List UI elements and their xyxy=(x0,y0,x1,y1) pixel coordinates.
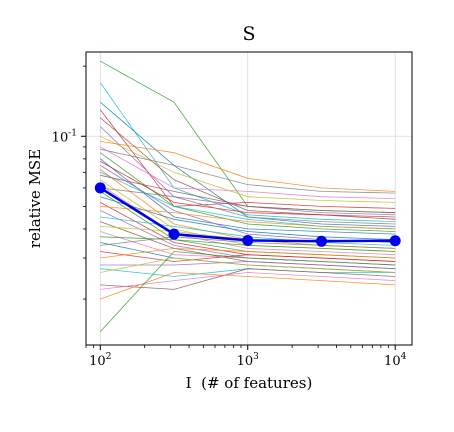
background-series-line xyxy=(100,161,396,220)
background-series-line xyxy=(100,196,396,240)
x-axis-label: I (# of features) xyxy=(186,374,313,392)
y-tick-label: 10-1 xyxy=(52,128,77,145)
background-series-line xyxy=(100,174,396,213)
background-series-line xyxy=(100,141,396,192)
grid-layer xyxy=(86,52,412,345)
background-series-line xyxy=(100,272,396,300)
mean-series-point xyxy=(242,234,254,246)
plot-frame xyxy=(85,51,413,346)
background-series-line xyxy=(100,206,396,230)
background-series-line xyxy=(100,257,396,273)
background-series-line xyxy=(100,117,396,218)
background-series-line xyxy=(100,187,396,225)
x-tick-label: 104 xyxy=(384,352,407,369)
x-tick-label: 102 xyxy=(89,352,111,369)
mean-series-point xyxy=(168,228,180,240)
background-series-line xyxy=(100,148,396,194)
background-series-line xyxy=(100,261,396,270)
background-series-line xyxy=(100,268,396,290)
background-series-line xyxy=(100,251,396,262)
x-tick-label: 103 xyxy=(237,352,260,369)
mean-series-layer xyxy=(94,182,401,247)
background-series-layer xyxy=(99,60,396,332)
mean-series-point xyxy=(389,235,401,247)
mean-series-point xyxy=(94,182,106,194)
background-series-line xyxy=(100,272,396,290)
chart-title: S xyxy=(242,23,255,45)
mean-series-point xyxy=(315,235,327,247)
background-series-line xyxy=(100,247,396,259)
tick-layer: 102 103 104 10-1 xyxy=(52,65,407,369)
y-axis-label: relative MSE xyxy=(26,149,44,248)
background-series-line xyxy=(100,158,396,235)
background-series-line xyxy=(99,82,396,222)
background-series-line xyxy=(100,146,396,199)
background-series-line xyxy=(100,251,396,332)
